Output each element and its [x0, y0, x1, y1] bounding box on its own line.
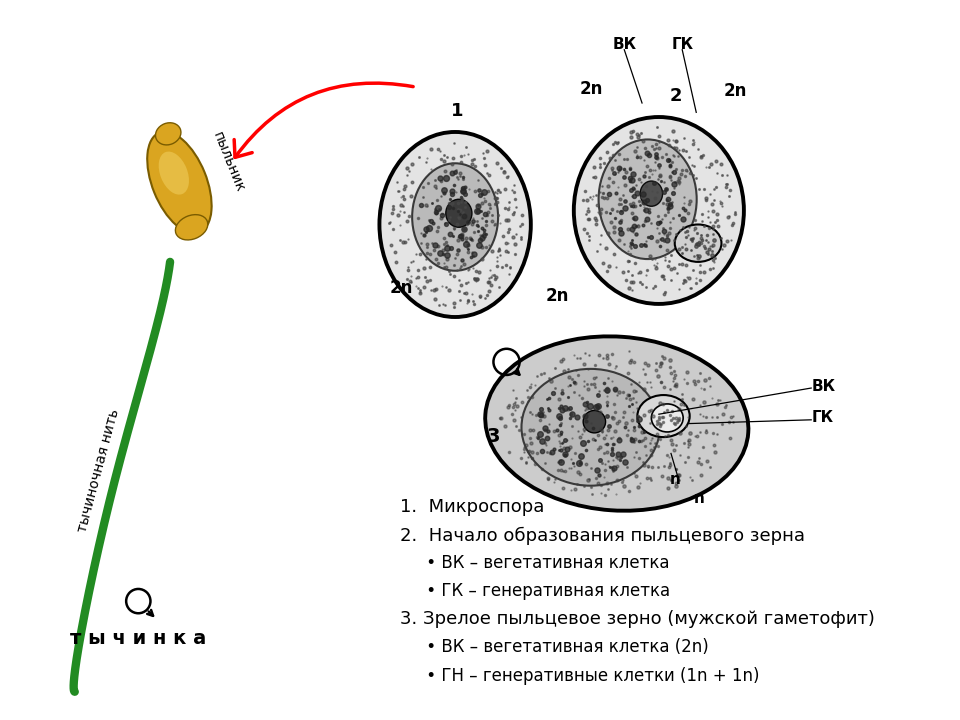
Ellipse shape: [521, 369, 660, 486]
Ellipse shape: [599, 140, 697, 259]
Text: • ГН – генеративные клетки (1n + 1n): • ГН – генеративные клетки (1n + 1n): [400, 667, 759, 685]
Text: ВК: ВК: [612, 37, 636, 52]
Ellipse shape: [445, 199, 472, 228]
Text: • ВК – вегетативная клетка (2n): • ВК – вегетативная клетка (2n): [400, 639, 708, 657]
Ellipse shape: [379, 132, 531, 317]
Text: 2n: 2n: [580, 80, 603, 98]
Ellipse shape: [675, 225, 722, 262]
Text: тычиночная нить: тычиночная нить: [75, 407, 121, 534]
Ellipse shape: [158, 151, 189, 194]
Text: т ы ч и н к а: т ы ч и н к а: [70, 629, 206, 648]
Ellipse shape: [574, 117, 744, 304]
Text: 2n: 2n: [545, 287, 568, 305]
Text: 1: 1: [451, 102, 464, 120]
Text: 2.  Начало образования пыльцевого зерна: 2. Начало образования пыльцевого зерна: [400, 526, 805, 544]
Ellipse shape: [583, 410, 606, 433]
Text: • ВК – вегетативная клетка: • ВК – вегетативная клетка: [400, 554, 669, 572]
Ellipse shape: [412, 163, 498, 271]
Text: • ГК – генеративная клетка: • ГК – генеративная клетка: [400, 582, 670, 600]
Ellipse shape: [176, 215, 207, 240]
Text: 2n: 2n: [389, 279, 413, 297]
Text: пыльник: пыльник: [210, 130, 248, 194]
Text: 3. Зрелое пыльцевое зерно (мужской гаметофит): 3. Зрелое пыльцевое зерно (мужской гамет…: [400, 611, 875, 629]
Text: ВК: ВК: [811, 379, 835, 394]
Ellipse shape: [640, 181, 662, 206]
Text: n: n: [694, 491, 705, 506]
Text: 1.  Микроспора: 1. Микроспора: [400, 498, 544, 516]
Text: n: n: [669, 472, 681, 487]
Text: ГК: ГК: [811, 410, 833, 426]
Text: ГК: ГК: [671, 37, 693, 52]
Text: 2: 2: [669, 87, 682, 105]
Ellipse shape: [485, 336, 749, 510]
Ellipse shape: [637, 395, 689, 437]
Text: 2n: 2n: [724, 82, 747, 100]
Ellipse shape: [156, 122, 180, 145]
Ellipse shape: [147, 132, 211, 233]
Text: 3: 3: [487, 427, 500, 446]
FancyArrowPatch shape: [234, 83, 413, 158]
Ellipse shape: [652, 404, 684, 432]
